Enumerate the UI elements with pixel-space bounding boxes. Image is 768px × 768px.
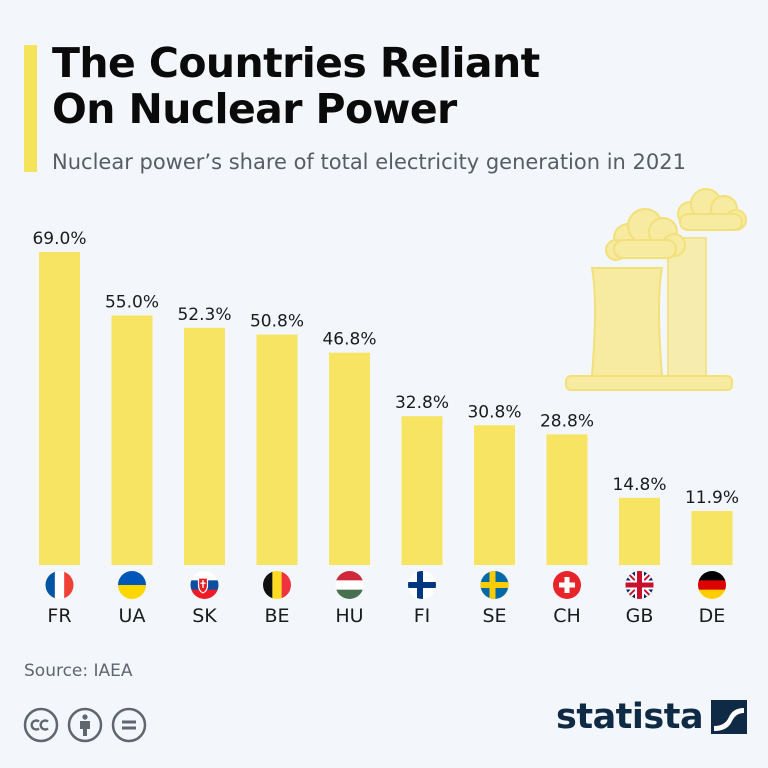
category-label-fr: FR — [47, 605, 71, 627]
bar-hu — [329, 352, 370, 565]
value-labels-layer: 69.0% 55.0% 52.3% 50.8% 46.8% 32.8% 30.8% 28.8%… — [32, 229, 739, 508]
category-label-se: SE — [482, 605, 506, 627]
bar-be — [256, 334, 298, 565]
category-labels-layer: FR UA SK BE HU FI SE CH GB DE — [47, 605, 725, 627]
value-label-sk: 52.3% — [177, 305, 231, 325]
ukraine-flag-icon — [118, 571, 146, 599]
category-label-fi: FI — [414, 605, 431, 627]
bar-fr — [39, 252, 80, 565]
value-label-hu: 46.8% — [322, 330, 376, 350]
bar-fi — [401, 416, 443, 565]
title-accent-bar — [24, 45, 37, 172]
bar-de — [691, 511, 733, 565]
value-label-fi: 32.8% — [395, 393, 449, 413]
category-label-ch: CH — [553, 605, 581, 627]
bar-gb — [619, 497, 660, 565]
germany-flag-icon — [698, 571, 726, 599]
uk-flag-icon — [625, 571, 654, 599]
category-label-gb: GB — [626, 605, 654, 627]
slovakia-flag-icon — [190, 571, 219, 599]
category-label-de: DE — [699, 605, 726, 627]
steam-cloud-left — [605, 208, 686, 261]
bar-se — [474, 425, 515, 565]
finland-flag-icon — [408, 571, 436, 599]
license-icons — [23, 707, 147, 743]
value-label-ch: 28.8% — [540, 411, 594, 431]
bar-ua — [111, 315, 153, 565]
value-label-ua: 55.0% — [105, 293, 159, 313]
value-label-be: 50.8% — [250, 312, 304, 332]
chart-title: The Countries Reliant On Nuclear Power — [52, 39, 540, 133]
bar-chart: 69.0% 55.0% 52.3% 50.8% 46.8% 32.8% 30.8% 28.8%… — [32, 188, 747, 627]
value-label-de: 11.9% — [685, 488, 739, 508]
value-label-se: 30.8% — [467, 402, 521, 422]
category-label-ua: UA — [119, 605, 146, 627]
sweden-flag-icon — [480, 571, 509, 599]
attribution-icon[interactable] — [67, 707, 103, 743]
value-label-fr: 69.0% — [32, 229, 86, 249]
belgium-flag-icon — [263, 571, 291, 599]
bars-layer — [39, 252, 733, 565]
flags-layer — [45, 571, 726, 599]
steam-cloud-right — [677, 188, 747, 231]
switzerland-flag-icon — [553, 571, 581, 599]
hungary-flag-icon — [335, 571, 364, 599]
category-label-hu: HU — [335, 605, 363, 627]
chart-subtitle: Nuclear power’s share of total electrici… — [52, 150, 686, 174]
bar-ch — [546, 434, 588, 565]
no-derivatives-icon[interactable] — [111, 707, 147, 743]
brand-wordmark: statista — [556, 697, 704, 737]
category-label-be: BE — [264, 605, 289, 627]
statista-logo[interactable]: statista — [556, 697, 748, 737]
statista-logo-icon — [711, 700, 748, 734]
category-label-sk: SK — [192, 605, 217, 627]
source-note: Source: IAEA — [24, 661, 133, 681]
cc-icon[interactable] — [23, 707, 59, 743]
cooling-tower-illustration — [565, 188, 747, 391]
bar-sk — [184, 327, 225, 565]
france-flag-icon — [45, 571, 74, 599]
value-label-gb: 14.8% — [612, 475, 666, 495]
